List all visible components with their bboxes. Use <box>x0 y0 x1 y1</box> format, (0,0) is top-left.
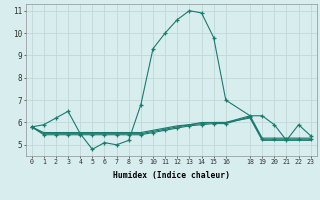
X-axis label: Humidex (Indice chaleur): Humidex (Indice chaleur) <box>113 171 230 180</box>
